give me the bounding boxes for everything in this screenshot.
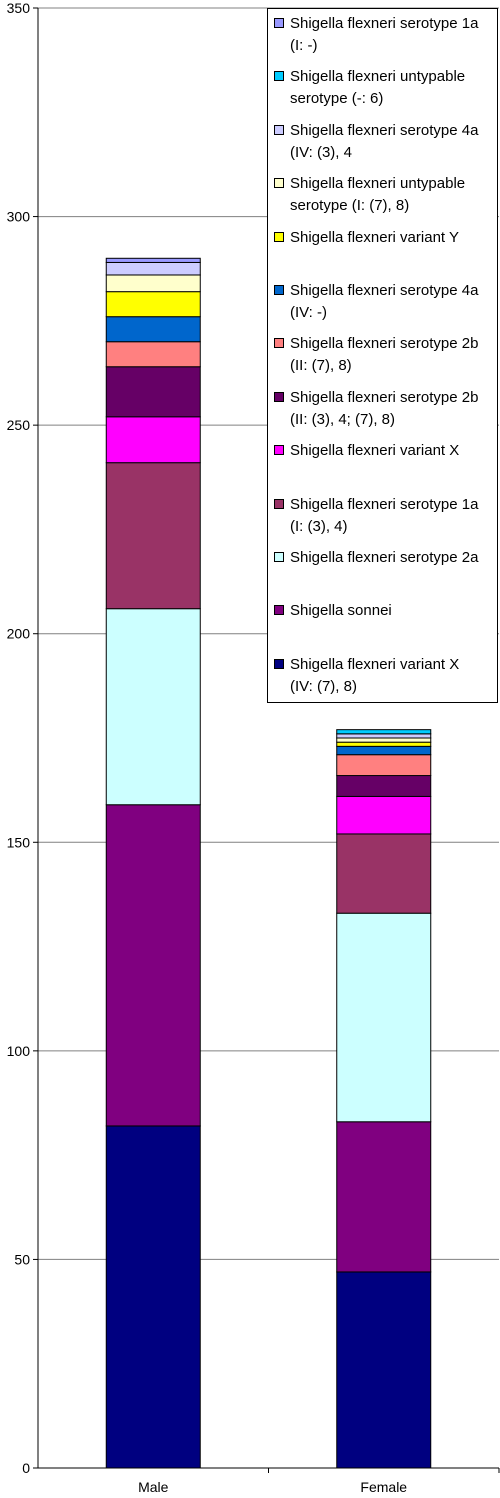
legend-item: Shigella flexneri serotype 2a xyxy=(274,547,496,569)
legend-swatch xyxy=(274,605,284,616)
bar-segment-male-series-4 xyxy=(105,416,201,464)
bar-segment-male-series-12 xyxy=(105,257,201,263)
legend-label: Shigella flexneri serotype 4a (IV: (3), … xyxy=(290,121,479,161)
legend-swatch xyxy=(274,391,284,402)
bar-segment-female-series-11 xyxy=(336,729,432,735)
bars xyxy=(105,257,432,1469)
bar-segment-female-series-7 xyxy=(336,745,432,756)
legend-swatch xyxy=(274,124,284,135)
y-tick-label: 300 xyxy=(7,209,31,225)
bar-segment-female-series-1 xyxy=(336,1121,432,1273)
legend-label: Shigella flexneri serotype 2a xyxy=(290,549,479,566)
bar-segment-female-series-4 xyxy=(336,795,432,835)
legend-label: Shigella flexneri serotype 1a (I: -) xyxy=(290,15,479,54)
legend-item: Shigella flexneri serotype 2b (II: (7), … xyxy=(274,333,496,377)
bar-segment-female-series-6 xyxy=(336,754,432,777)
y-tick-label: 0 xyxy=(22,1460,30,1476)
legend-item: Shigella flexneri untypable serotype (I:… xyxy=(274,173,496,217)
legend-item: Shigella flexneri serotype 4a (IV: (3), … xyxy=(274,120,496,164)
legend-item: Shigella flexneri serotype 1a (I: (3), 4… xyxy=(274,494,496,538)
x-category-label-female: Female xyxy=(360,1479,407,1495)
x-axis-categories: Male Female xyxy=(138,1468,500,1495)
bar-segment-male-series-6 xyxy=(105,341,201,368)
bar-segment-female-series-9 xyxy=(336,737,432,743)
legend-label: Shigella sonnei xyxy=(290,602,392,620)
legend-swatch xyxy=(274,498,284,509)
bar-segment-male-series-9 xyxy=(105,274,201,293)
bar-segment-male-series-7 xyxy=(105,316,201,343)
bar-segment-male-series-10 xyxy=(105,261,201,276)
y-tick-label: 200 xyxy=(7,626,31,642)
legend-label: Shigella flexneri serotype 1a (I: (3), 4… xyxy=(290,495,479,535)
legend-swatch xyxy=(274,18,284,28)
bar-segment-female-series-0 xyxy=(336,1271,432,1469)
legend-swatch xyxy=(274,552,284,562)
bar-segment-male-series-2 xyxy=(105,608,201,806)
legend-item: Shigella flexneri variant X xyxy=(274,440,496,462)
bar-segment-female-series-8 xyxy=(336,741,432,747)
legend-swatch xyxy=(274,658,284,669)
legend-label: Shigella flexneri untypable serotype (-:… xyxy=(290,68,466,108)
bar-segment-female-series-3 xyxy=(336,833,432,914)
legend: Shigella flexneri serotype 1a (I: -) Shig… xyxy=(267,8,498,703)
legend-swatch xyxy=(274,285,284,295)
legend-item: Shigella flexneri untypable serotype (-:… xyxy=(274,66,496,110)
legend-item: Shigella sonnei xyxy=(274,600,496,622)
legend-label: Shigella flexneri variant Y xyxy=(290,228,459,246)
legend-item: Shigella flexneri serotype 1a (I: -) xyxy=(274,13,496,57)
bar-segment-female-series-5 xyxy=(336,775,432,797)
legend-swatch xyxy=(274,71,284,82)
bar-segment-female-series-2 xyxy=(336,912,432,1123)
legend-label: Shigella flexneri variant X xyxy=(290,442,460,460)
legend-item: Shigella flexneri variant X (IV: (7), 8) xyxy=(274,654,496,698)
bar-segment-male-series-0 xyxy=(105,1125,201,1469)
legend-label: Shigella flexneri serotype 2b (II: (3), … xyxy=(290,388,479,428)
y-tick-label: 50 xyxy=(14,1251,30,1267)
y-axis-ticks: 0 50 100 150 200 250 300 350 xyxy=(7,0,38,1476)
legend-swatch xyxy=(274,178,284,189)
legend-label: Shigella flexneri untypable serotype (I:… xyxy=(290,175,466,215)
legend-label: Shigella flexneri variant X (IV: (7), 8) xyxy=(290,655,460,695)
y-tick-label: 100 xyxy=(7,1043,31,1059)
legend-swatch xyxy=(274,338,284,349)
y-tick-label: 350 xyxy=(7,0,31,16)
legend-swatch xyxy=(274,445,284,456)
y-tick-label: 150 xyxy=(7,834,31,850)
bar-segment-male-series-1 xyxy=(105,804,201,1127)
legend-item: Shigella flexneri serotype 2b (II: (3), … xyxy=(274,387,496,431)
legend-label: Shigella flexneri serotype 4a (IV: -) xyxy=(290,282,479,321)
x-category-label-male: Male xyxy=(138,1479,169,1495)
bar-segment-female-series-10 xyxy=(336,733,432,739)
legend-swatch xyxy=(274,231,284,242)
legend-label: Shigella flexneri serotype 2b (II: (7), … xyxy=(290,335,479,375)
y-tick-label: 250 xyxy=(7,417,31,433)
bar-segment-male-series-5 xyxy=(105,366,201,418)
legend-item: Shigella flexneri variant Y xyxy=(274,227,496,249)
bar-segment-male-series-3 xyxy=(105,462,201,610)
bar-segment-male-series-8 xyxy=(105,291,201,318)
legend-item: Shigella flexneri serotype 4a (IV: -) xyxy=(274,280,496,324)
